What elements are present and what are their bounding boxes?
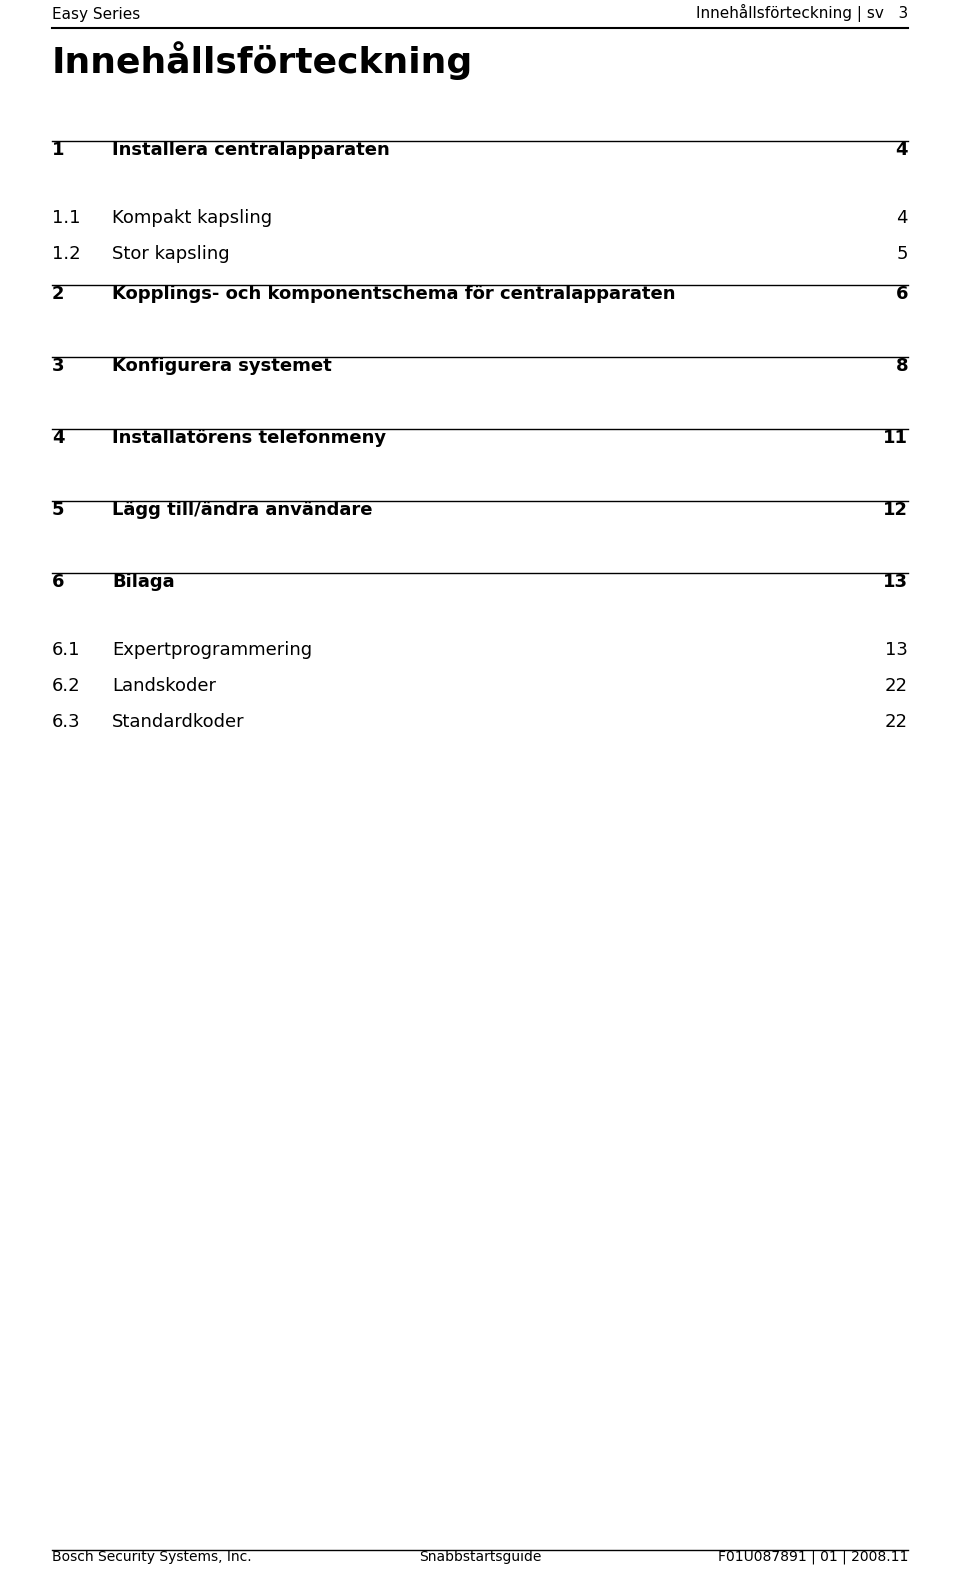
Text: 1.2: 1.2 bbox=[52, 245, 81, 263]
Text: 4: 4 bbox=[897, 209, 908, 226]
Text: Innehållsförteckning | sv   3: Innehållsförteckning | sv 3 bbox=[696, 5, 908, 22]
Text: 6: 6 bbox=[896, 285, 908, 304]
Text: 4: 4 bbox=[52, 429, 64, 448]
Text: 6.3: 6.3 bbox=[52, 713, 81, 731]
Text: 5: 5 bbox=[52, 501, 64, 519]
Text: 13: 13 bbox=[885, 641, 908, 660]
Text: Innehållsförteckning: Innehållsförteckning bbox=[52, 41, 473, 81]
Text: Stor kapsling: Stor kapsling bbox=[112, 245, 229, 263]
Text: 6.1: 6.1 bbox=[52, 641, 81, 660]
Text: Expertprogrammering: Expertprogrammering bbox=[112, 641, 312, 660]
Text: Kompakt kapsling: Kompakt kapsling bbox=[112, 209, 272, 226]
Text: 1.1: 1.1 bbox=[52, 209, 81, 226]
Text: 12: 12 bbox=[883, 501, 908, 519]
Text: Installera centralapparaten: Installera centralapparaten bbox=[112, 141, 390, 160]
Text: 4: 4 bbox=[896, 141, 908, 160]
Text: 3: 3 bbox=[52, 358, 64, 375]
Text: 22: 22 bbox=[885, 713, 908, 731]
Text: Bilaga: Bilaga bbox=[112, 573, 175, 592]
Text: Snabbstartsguide: Snabbstartsguide bbox=[419, 1550, 541, 1565]
Text: Standardkoder: Standardkoder bbox=[112, 713, 245, 731]
Text: Easy Series: Easy Series bbox=[52, 6, 140, 22]
Text: 13: 13 bbox=[883, 573, 908, 592]
Text: 5: 5 bbox=[897, 245, 908, 263]
Text: F01U087891 | 01 | 2008.11: F01U087891 | 01 | 2008.11 bbox=[718, 1549, 908, 1565]
Text: 8: 8 bbox=[896, 358, 908, 375]
Text: Landskoder: Landskoder bbox=[112, 677, 216, 694]
Text: Konfigurera systemet: Konfigurera systemet bbox=[112, 358, 332, 375]
Text: Bosch Security Systems, Inc.: Bosch Security Systems, Inc. bbox=[52, 1550, 252, 1565]
Text: 22: 22 bbox=[885, 677, 908, 694]
Text: 2: 2 bbox=[52, 285, 64, 304]
Text: 11: 11 bbox=[883, 429, 908, 448]
Text: Lägg till/ändra användare: Lägg till/ändra användare bbox=[112, 501, 372, 519]
Text: 6.2: 6.2 bbox=[52, 677, 81, 694]
Text: Kopplings- och komponentschema för centralapparaten: Kopplings- och komponentschema för centr… bbox=[112, 285, 676, 304]
Text: 1: 1 bbox=[52, 141, 64, 160]
Text: 6: 6 bbox=[52, 573, 64, 592]
Text: Installatörens telefonmeny: Installatörens telefonmeny bbox=[112, 429, 386, 448]
